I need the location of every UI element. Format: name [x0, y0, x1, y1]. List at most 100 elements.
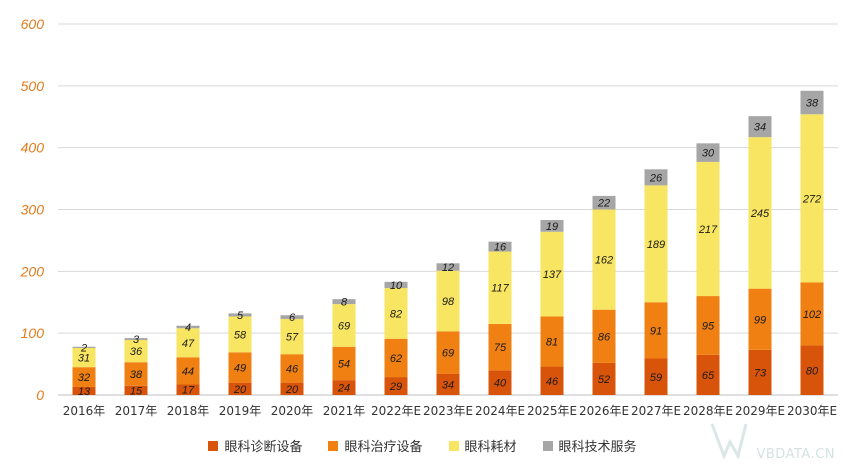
bar-segment — [748, 349, 772, 395]
bar-segment — [436, 263, 460, 271]
bar-segment — [384, 338, 408, 378]
bar-segment — [748, 288, 772, 350]
bar-segment — [592, 362, 616, 395]
bar-segment — [488, 241, 512, 252]
x-tick-label: 2016年 — [63, 404, 106, 418]
x-tick-label: 2027年E — [631, 404, 681, 418]
legend: 眼科诊断设备 眼科治疗设备 眼科耗材 眼科技术服务 — [0, 436, 845, 455]
data-label: 69 — [338, 320, 350, 332]
bar-segment — [748, 116, 772, 138]
bar-segment — [228, 382, 252, 395]
x-tick-label: 2021年 — [323, 404, 366, 418]
legend-item: 眼科技术服务 — [542, 436, 637, 455]
bar-segment — [592, 195, 616, 210]
data-label: 22 — [597, 198, 610, 210]
bar-segment — [644, 302, 668, 359]
bar-segment — [696, 143, 720, 162]
legend-label: 眼科耗材 — [464, 440, 517, 455]
data-label: 57 — [286, 332, 299, 344]
bar-segment — [124, 362, 148, 386]
data-label: 75 — [494, 342, 507, 354]
bar-segment — [540, 316, 564, 367]
bar-segment — [384, 377, 408, 395]
data-label: 20 — [233, 384, 247, 396]
bar-segment — [280, 315, 304, 319]
data-label: 34 — [442, 379, 454, 391]
legend-label: 眼科技术服务 — [558, 440, 637, 455]
data-label: 52 — [598, 374, 610, 386]
x-tick-label: 2029年E — [735, 404, 785, 418]
bar-segment — [436, 331, 460, 374]
bar-segment — [800, 90, 824, 115]
data-label: 13 — [78, 386, 91, 398]
data-label: 189 — [647, 239, 665, 251]
bar-segment — [488, 323, 512, 371]
data-label: 16 — [494, 242, 507, 254]
data-label: 32 — [78, 372, 90, 384]
y-tick-label: 300 — [21, 202, 45, 218]
bar-segment — [800, 345, 824, 395]
data-label: 24 — [337, 383, 350, 395]
legend-swatch — [542, 440, 553, 451]
bar-segment — [332, 380, 356, 395]
data-label: 80 — [806, 365, 819, 377]
bar-segment — [384, 288, 408, 339]
legend-swatch — [328, 440, 339, 451]
bar-segment — [176, 325, 200, 329]
bar-segment — [176, 384, 200, 395]
bar-segment — [72, 348, 96, 368]
data-label: 31 — [78, 353, 90, 365]
bar-segment — [488, 251, 512, 324]
data-label: 38 — [806, 98, 819, 110]
bar-segment — [124, 385, 148, 395]
data-label: 5 — [237, 310, 244, 322]
x-tick-label: 2017年 — [115, 404, 158, 418]
x-tick-label: 2026年E — [579, 404, 629, 418]
bars — [72, 90, 824, 395]
data-label: 245 — [750, 208, 770, 220]
y-tick-label: 400 — [21, 140, 45, 156]
x-tick-label: 2019年 — [219, 404, 262, 418]
watermark: VBDATA.CN — [706, 418, 835, 462]
data-label: 46 — [546, 376, 559, 388]
data-label: 69 — [442, 348, 454, 360]
data-label: 272 — [802, 193, 821, 205]
data-label: 81 — [546, 337, 558, 349]
bar-segment — [332, 346, 356, 381]
data-label: 44 — [182, 366, 194, 378]
bar-segment — [124, 339, 148, 363]
data-label: 36 — [130, 346, 143, 358]
bar-segment — [696, 296, 720, 355]
x-tick-label: 2020年 — [271, 404, 314, 418]
data-label: 15 — [130, 385, 143, 397]
legend-swatch — [208, 440, 219, 451]
data-label: 117 — [491, 283, 509, 295]
data-label: 10 — [390, 280, 403, 292]
data-label: 98 — [442, 296, 455, 308]
data-label: 59 — [650, 372, 662, 384]
y-tick-label: 0 — [36, 387, 44, 403]
legend-item: 眼科治疗设备 — [328, 436, 423, 455]
data-label: 30 — [702, 148, 715, 160]
bar-segment — [644, 169, 668, 186]
bar-segment — [176, 328, 200, 358]
x-tick-label: 2022年E — [371, 404, 421, 418]
bar-segment — [72, 346, 96, 349]
data-label: 4 — [185, 322, 191, 334]
y-tick-label: 100 — [21, 325, 45, 341]
bar-segment — [540, 366, 564, 395]
data-label: 46 — [286, 363, 299, 375]
data-label: 49 — [234, 362, 246, 374]
data-label: 82 — [390, 308, 402, 320]
y-axis-ticks: 0 100 200 300 400 500 600 — [20, 16, 45, 403]
x-tick-label: 2030年E — [787, 404, 837, 418]
bar-segment — [488, 370, 512, 395]
bar-segment — [540, 220, 564, 232]
vbdata-logo-icon — [711, 423, 748, 461]
x-tick-label: 2023年E — [423, 404, 473, 418]
legend-swatch — [448, 440, 459, 451]
data-label: 8 — [341, 297, 348, 309]
data-label: 58 — [234, 329, 247, 341]
bar-segment — [72, 367, 96, 387]
